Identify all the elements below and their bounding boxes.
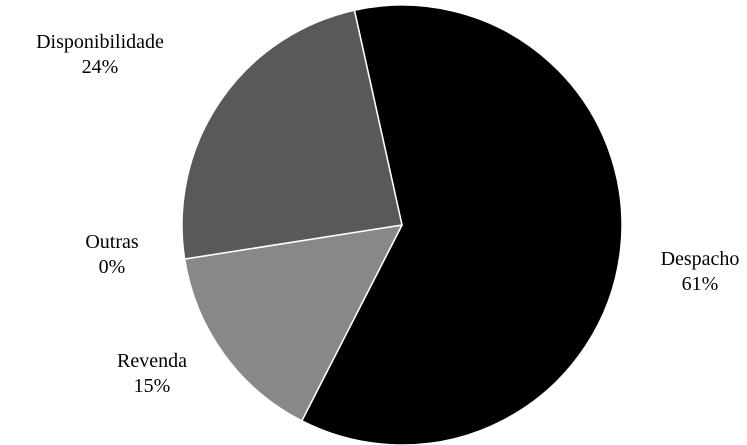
data-label-outras: Outras 0% [85,231,139,278]
slice-category-label: Despacho [661,248,740,270]
data-label-revenda: Revenda 15% [117,350,187,397]
data-label-despacho: Despacho 61% [661,248,740,295]
pie-slice-disponibilidade [181,9,403,260]
slice-percent-label: 61% [682,273,719,295]
pie-slice-despacho [301,4,623,445]
pie-labels: Despacho 61% Revenda 15% Outras 0% Disponibili… [36,31,739,397]
slice-percent-label: 15% [134,375,171,397]
data-label-disponibilidade: Disponibilidade 24% [36,31,164,78]
slice-percent-label: 24% [82,56,119,78]
slice-category-label: Outras [85,231,139,253]
pie-slices [181,4,623,445]
slice-percent-label: 0% [99,256,126,278]
slice-category-label: Disponibilidade [36,31,164,53]
pie-slice-revenda [183,224,403,422]
slice-category-label: Revenda [117,350,187,372]
